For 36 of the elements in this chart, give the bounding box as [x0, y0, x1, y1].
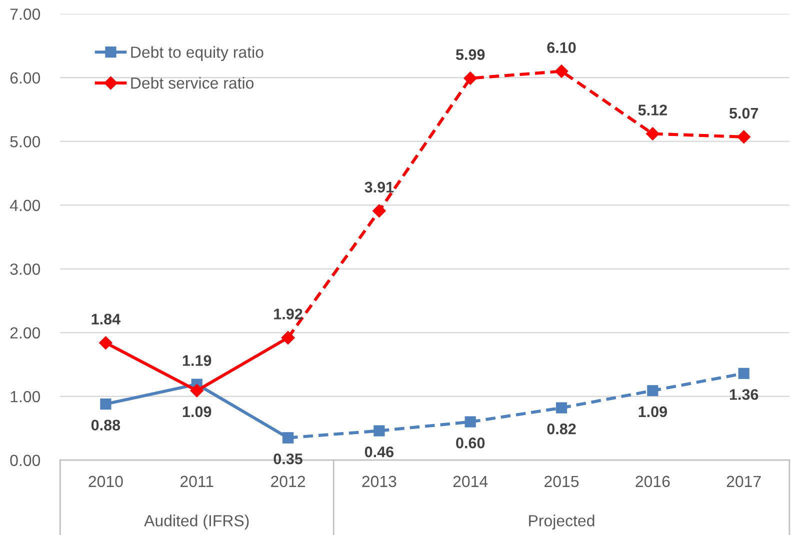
y-tick-label: 1.00	[10, 390, 40, 402]
data-label: 5.99	[456, 49, 485, 60]
text: Audited (IFRS)	[144, 514, 249, 530]
legend-label: Debt service ratio	[131, 76, 254, 89]
y-tick-label: 0.00	[10, 454, 40, 466]
x-tick-label: 2015	[544, 476, 579, 488]
y-tick-label: 5.00	[10, 136, 40, 148]
y-tick-label: 3.00	[10, 264, 40, 275]
data-label: 1.84	[92, 314, 120, 325]
y-tick-label: 4.00	[10, 200, 40, 212]
y-tick-label: 7.00	[10, 8, 40, 20]
x-tick-label: 2016	[636, 476, 670, 488]
legend-label: Debt to equity ratio	[131, 46, 264, 62]
x-tick-label: 2013	[362, 476, 396, 488]
x-tick-label: 2014	[453, 476, 488, 488]
data-label: 6.10	[547, 42, 576, 53]
x-tick-label: 2017	[726, 476, 761, 488]
x-tick-label: 2010	[88, 476, 123, 488]
text: Projected	[529, 514, 594, 530]
x-tick-label: 2012	[271, 476, 305, 488]
data-label: 0.88	[91, 420, 120, 431]
data-label: 0.82	[547, 424, 576, 434]
data-label: 0.60	[456, 438, 485, 448]
y-tick-label: 6.00	[10, 72, 40, 84]
data-label: 1.92	[274, 308, 302, 320]
data-label: 0.35	[274, 453, 302, 464]
x-tick-label: 2011	[180, 476, 214, 488]
data-label: 1.36	[730, 389, 758, 400]
data-label: 1.09	[182, 406, 212, 418]
y-tick-label: 2.00	[10, 327, 40, 339]
data-label: 5.12	[638, 104, 667, 116]
data-label: 1.09	[638, 406, 667, 418]
data-label: 0.46	[364, 446, 394, 458]
data-label: 5.07	[729, 108, 758, 119]
data-label: 3.91	[364, 182, 394, 193]
data-label: 1.19	[182, 355, 212, 366]
